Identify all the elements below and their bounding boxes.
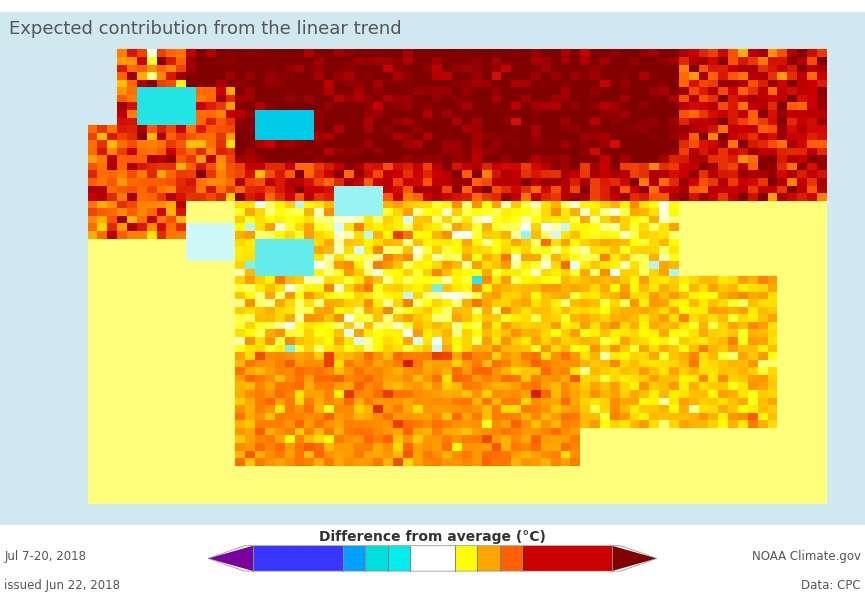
Polygon shape <box>343 546 365 571</box>
Polygon shape <box>522 546 612 571</box>
Polygon shape <box>477 546 500 571</box>
Polygon shape <box>208 546 253 571</box>
Polygon shape <box>500 546 522 571</box>
Polygon shape <box>612 546 657 571</box>
Text: Difference from average (°C): Difference from average (°C) <box>319 530 546 544</box>
Polygon shape <box>388 546 410 571</box>
Polygon shape <box>253 546 343 571</box>
Polygon shape <box>365 546 388 571</box>
Text: issued Jun 22, 2018: issued Jun 22, 2018 <box>4 579 120 592</box>
Text: Data: CPC: Data: CPC <box>801 579 861 592</box>
Text: Expected contribution from the linear trend: Expected contribution from the linear tr… <box>9 20 401 38</box>
Polygon shape <box>455 546 477 571</box>
Polygon shape <box>410 546 455 571</box>
Text: NOAA Climate.gov: NOAA Climate.gov <box>752 550 861 563</box>
Text: Jul 7-20, 2018: Jul 7-20, 2018 <box>4 550 86 563</box>
